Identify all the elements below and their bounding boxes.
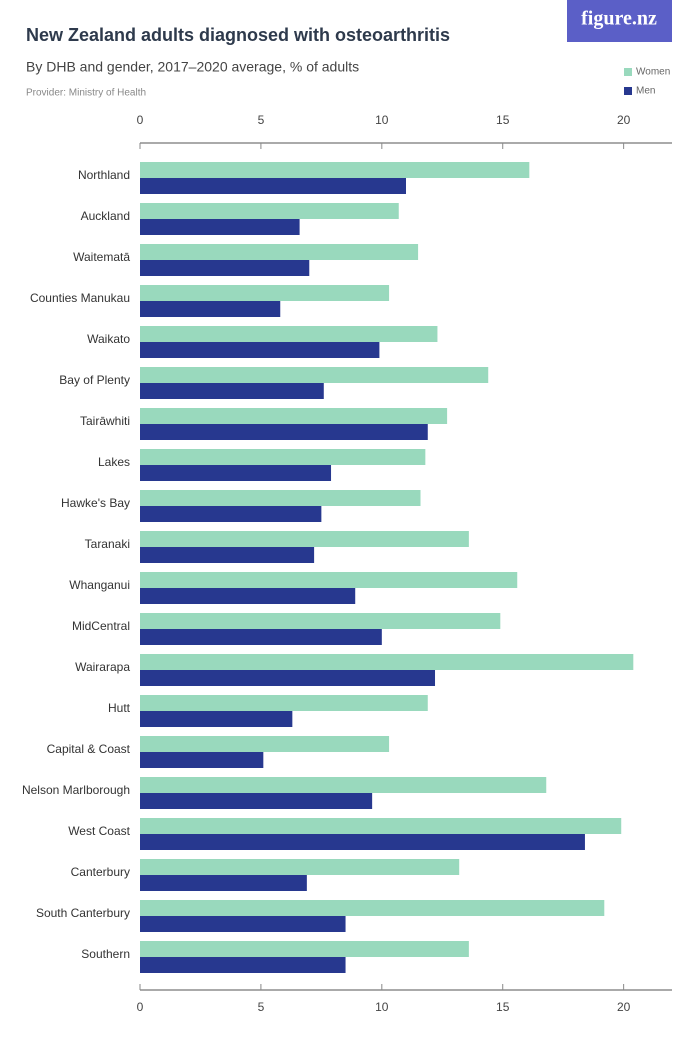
logo-box (567, 0, 672, 42)
legend-swatch (624, 68, 632, 76)
bar (140, 736, 390, 752)
bar (140, 777, 547, 793)
y-tick-label: Capital & Coast (47, 742, 131, 756)
bar (140, 793, 373, 809)
bar (140, 547, 315, 563)
bar (140, 613, 501, 629)
bar (140, 178, 406, 194)
bar (140, 818, 622, 834)
bar (140, 465, 332, 481)
y-tick-label: Southern (81, 947, 130, 961)
bar (140, 219, 300, 235)
bar (140, 506, 322, 522)
bar (140, 875, 307, 891)
bar (140, 900, 605, 916)
y-tick-label: Hawke's Bay (61, 496, 130, 510)
bar (140, 203, 399, 219)
bar (140, 957, 346, 973)
y-tick-label: Counties Manukau (30, 291, 130, 305)
y-tick-label: West Coast (68, 824, 130, 838)
y-tick-label: Tairāwhiti (80, 414, 130, 428)
y-tick-label: South Canterbury (36, 906, 130, 920)
y-tick-label: Lakes (98, 455, 130, 469)
bar (140, 285, 390, 301)
bar (140, 383, 324, 399)
bar (140, 424, 428, 440)
x-tick-label: 5 (258, 1000, 265, 1014)
bar (140, 326, 438, 342)
y-tick-label: Whanganui (69, 578, 130, 592)
bar (140, 162, 530, 178)
x-tick-label: 10 (375, 1000, 389, 1014)
bar (140, 301, 281, 317)
y-tick-label: Bay of Plenty (59, 373, 130, 387)
legend-label: Women (636, 67, 670, 78)
x-tick-label: 0 (137, 1000, 144, 1014)
chart-title: New Zealand adults diagnosed with osteoa… (26, 25, 450, 45)
y-tick-label: MidCentral (72, 619, 130, 633)
bar (140, 449, 426, 465)
bar (140, 342, 380, 358)
y-tick-label: Nelson Marlborough (22, 783, 130, 797)
bar (140, 670, 436, 686)
x-tick-label: 5 (258, 113, 265, 127)
bar (140, 367, 489, 383)
x-tick-label: 20 (617, 1000, 631, 1014)
bar (140, 572, 518, 588)
bar (140, 244, 419, 260)
bar (140, 752, 264, 768)
bar (140, 490, 421, 506)
x-tick-label: 15 (496, 1000, 510, 1014)
bar (140, 260, 310, 276)
provider: Provider: Ministry of Health (26, 88, 146, 99)
x-tick-label: 0 (137, 113, 144, 127)
y-tick-label: Auckland (81, 209, 130, 223)
y-tick-label: Canterbury (71, 865, 130, 879)
bar (140, 695, 428, 711)
bar (140, 859, 460, 875)
y-tick-label: Waitematā (73, 250, 130, 264)
x-tick-label: 15 (496, 113, 510, 127)
bar (140, 834, 585, 850)
logo: figure.nz (581, 8, 657, 30)
y-tick-label: Hutt (108, 701, 131, 715)
bar (140, 588, 356, 604)
bar (140, 654, 634, 670)
bar (140, 408, 448, 424)
bar (140, 941, 469, 957)
bar (140, 916, 346, 932)
chart-subtitle: By DHB and gender, 2017–2020 average, % … (26, 59, 359, 75)
legend-label: Men (636, 86, 655, 97)
bar (140, 629, 382, 645)
x-tick-label: 10 (375, 113, 389, 127)
y-tick-label: Northland (78, 168, 130, 182)
legend-swatch (624, 87, 632, 95)
y-tick-label: Wairarapa (75, 660, 130, 674)
bar (140, 531, 469, 547)
y-tick-label: Waikato (87, 332, 130, 346)
bar (140, 711, 293, 727)
x-tick-label: 20 (617, 113, 631, 127)
y-tick-label: Taranaki (85, 537, 130, 551)
